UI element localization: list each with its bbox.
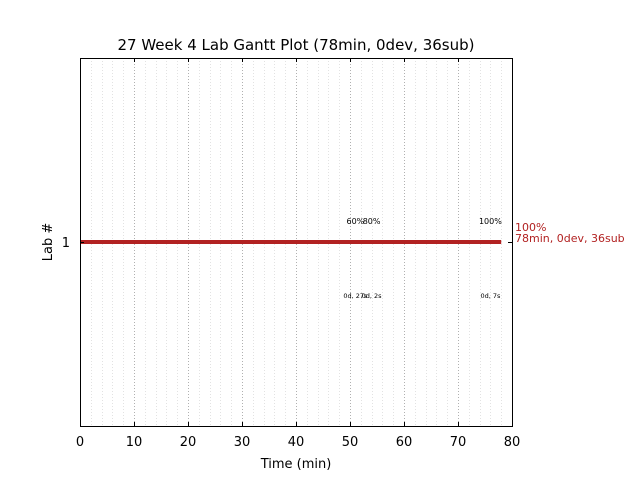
x-tick-label: 80 [504,435,521,450]
y-axis-label: Lab # [41,223,56,262]
bar-end-label-summary: 78min, 0dev, 36sub [515,232,625,245]
x-tick-label: 10 [126,435,143,450]
axis-ticks: 0 10 20 30 40 50 60 70 80 1 [62,58,521,450]
chart-title: 27 Week 4 Lab Gantt Plot (78min, 0dev, 3… [117,36,474,54]
x-tick-label: 50 [342,435,359,450]
x-tick-label: 70 [450,435,467,450]
milestone-percent-label: 60% [347,217,365,226]
milestone-detail-label: 0d, 7s [480,292,501,300]
y-tick-label: 1 [62,236,70,251]
milestone-percent-label: 80% [363,217,381,226]
milestone-detail-label: 0d, 27s [343,292,368,300]
x-tick-label: 60 [396,435,413,450]
x-axis-label: Time (min) [260,457,332,472]
x-tick-label: 20 [180,435,197,450]
milestone-percent-label: 100% [479,217,502,226]
x-tick-label: 0 [76,435,84,450]
x-tick-label: 30 [234,435,251,450]
milestone-detail-label: 0d, 2s [362,292,383,300]
bar-end-label-percent: 100% [515,221,546,234]
x-tick-label: 40 [288,435,305,450]
